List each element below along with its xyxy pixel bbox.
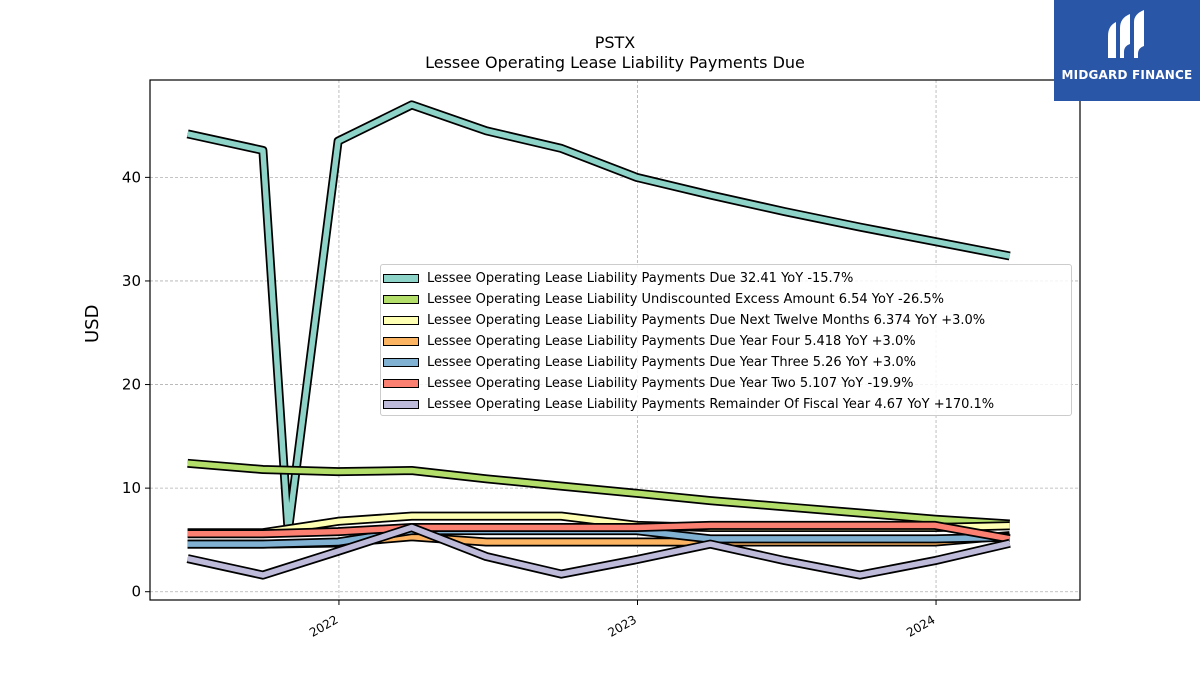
y-axis-label: USD (82, 304, 103, 343)
y-tick-label: 30 (122, 272, 141, 290)
y-tick-label: 40 (122, 168, 141, 186)
series-line (187, 524, 1011, 578)
logo-text: MIDGARD FINANCE (1061, 68, 1193, 82)
legend-label: Lessee Operating Lease Liability Undisco… (427, 292, 945, 307)
x-tick-label: 2022 (307, 612, 340, 639)
legend-label: Lessee Operating Lease Liability Payment… (427, 313, 986, 328)
series-7 (186, 523, 1011, 580)
legend: Lessee Operating Lease Liability Payment… (380, 264, 1072, 416)
series-6 (187, 520, 1011, 544)
legend-item: Lessee Operating Lease Liability Payment… (381, 352, 1071, 373)
x-tick-label: 2024 (904, 612, 937, 639)
series-line (187, 460, 1010, 527)
legend-swatch (383, 337, 419, 346)
legend-swatch (383, 274, 419, 283)
logo: MIDGARD FINANCE (1054, 0, 1200, 101)
chart-subtitle: Lessee Operating Lease Liability Payment… (425, 53, 805, 72)
legend-label: Lessee Operating Lease Liability Payment… (427, 376, 914, 391)
x-tick-label: 2023 (606, 612, 639, 639)
legend-label: Lessee Operating Lease Liability Payment… (427, 271, 854, 286)
legend-item: Lessee Operating Lease Liability Undisco… (381, 289, 1071, 310)
legend-item: Lessee Operating Lease Liability Payment… (381, 373, 1071, 394)
legend-item: Lessee Operating Lease Liability Payment… (381, 331, 1071, 352)
legend-swatch (383, 400, 419, 409)
legend-item: Lessee Operating Lease Liability Payment… (381, 310, 1071, 331)
legend-swatch (383, 358, 419, 367)
legend-item: Lessee Operating Lease Liability Payment… (381, 394, 1071, 415)
legend-label: Lessee Operating Lease Liability Payment… (427, 397, 995, 412)
y-tick-label: 10 (122, 479, 141, 497)
midgard-logo-icon (1108, 10, 1144, 58)
chart-title: PSTX (594, 33, 636, 52)
legend-item: Lessee Operating Lease Liability Payment… (381, 268, 1071, 289)
legend-swatch (383, 316, 419, 325)
plot-frame (149, 79, 1081, 601)
legend-swatch (383, 379, 419, 388)
y-tick-label: 20 (122, 376, 141, 394)
series-layer (186, 100, 1011, 580)
series-line (187, 522, 1011, 542)
y-tick-label: 0 (131, 583, 141, 601)
series-2 (187, 458, 1010, 529)
legend-label: Lessee Operating Lease Liability Payment… (427, 334, 916, 349)
legend-label: Lessee Operating Lease Liability Payment… (427, 355, 916, 370)
legend-swatch (383, 295, 419, 304)
